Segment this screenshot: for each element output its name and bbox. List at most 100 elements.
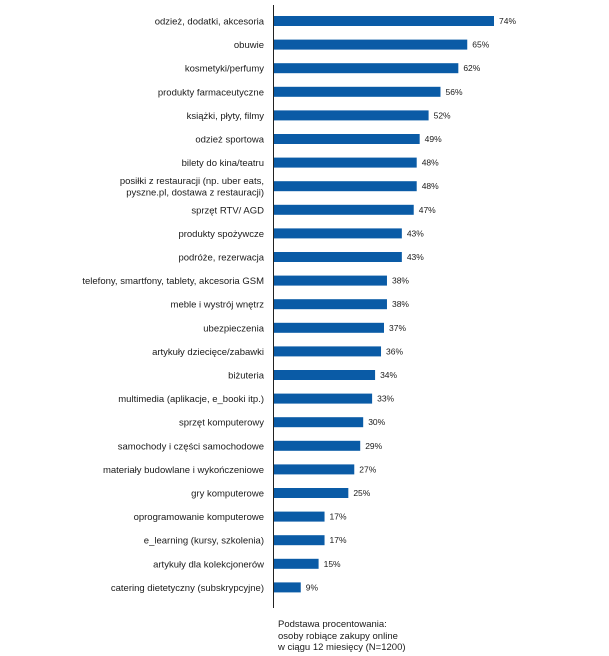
value-label-13: 37% <box>389 323 406 333</box>
category-label-16: multimedia (aplikacje, e_booki itp.) <box>118 394 264 405</box>
category-label-line: pyszne.pl, dostawa z restauracji) <box>126 187 264 198</box>
category-label-23: artykuły dla kolekcjonerów <box>153 559 264 570</box>
category-label-22: e_learning (kursy, szkolenia) <box>144 536 264 547</box>
category-label-24: catering dietetyczny (subskrypcyjne) <box>111 583 264 594</box>
bar-1 <box>274 39 468 50</box>
category-label-10: podróże, rezerwacja <box>178 253 264 264</box>
bar-7 <box>274 181 417 192</box>
bar-23 <box>274 558 319 569</box>
bar-4 <box>274 110 429 121</box>
value-label-7: 48% <box>422 181 439 191</box>
value-label-15: 34% <box>380 370 397 380</box>
value-label-19: 27% <box>359 464 376 474</box>
category-label-line: artykuły dla kolekcjonerów <box>153 559 264 570</box>
category-label-14: artykuły dziecięce/zabawki <box>152 347 264 358</box>
category-label-17: sprzęt komputerowy <box>179 418 264 429</box>
category-label-21: oprogramowanie komputerowe <box>134 512 264 523</box>
category-label-line: kosmetyki/perfumy <box>185 64 264 75</box>
category-label-line: materiały budowlane i wykończeniowe <box>103 465 264 476</box>
bar-16 <box>274 393 373 404</box>
category-label-8: sprzęt RTV/ AGD <box>191 205 264 216</box>
category-label-1: obuwie <box>234 40 264 51</box>
category-label-line: odzież sportowa <box>195 135 264 146</box>
category-label-line: obuwie <box>234 40 264 51</box>
bar-0 <box>274 16 494 26</box>
bar-2 <box>274 63 459 74</box>
value-label-18: 29% <box>365 441 382 451</box>
value-label-24: 9% <box>306 582 319 592</box>
category-label-15: biżuteria <box>228 371 265 382</box>
category-label-line: produkty farmaceutyczne <box>158 87 264 98</box>
value-label-17: 30% <box>368 417 385 427</box>
value-label-9: 43% <box>407 228 424 238</box>
category-label-line: produkty spożywcze <box>178 229 264 240</box>
value-label-21: 17% <box>330 512 347 522</box>
bar-5 <box>274 134 420 144</box>
category-label-line: gry komputerowe <box>191 489 264 500</box>
category-label-line: multimedia (aplikacje, e_booki itp.) <box>118 394 264 405</box>
bar-18 <box>274 440 361 451</box>
value-label-23: 15% <box>324 559 341 569</box>
category-label-12: meble i wystrój wnętrz <box>171 300 265 311</box>
bar-19 <box>274 464 355 475</box>
category-label-line: odzież, dodatki, akcesoria <box>155 17 265 28</box>
category-label-line: ubezpieczenia <box>203 323 264 334</box>
value-label-11: 38% <box>392 276 409 286</box>
category-label-6: bilety do kina/teatru <box>182 158 264 169</box>
bar-24 <box>274 582 301 593</box>
category-label-13: ubezpieczenia <box>203 323 264 334</box>
category-label-3: produkty farmaceutyczne <box>158 87 264 98</box>
category-label-line: posiłki z restauracji (np. uber eats, <box>120 176 264 187</box>
category-label-line: bilety do kina/teatru <box>182 158 264 169</box>
value-label-3: 56% <box>445 87 462 97</box>
bar-8 <box>274 204 414 215</box>
category-label-0: odzież, dodatki, akcesoria <box>155 17 265 28</box>
category-label-line: sprzęt RTV/ AGD <box>191 205 264 216</box>
bar-17 <box>274 417 364 428</box>
category-label-18: samochody i części samochodowe <box>118 441 264 452</box>
value-label-22: 17% <box>330 535 347 545</box>
value-label-8: 47% <box>419 205 436 215</box>
category-label-2: kosmetyki/perfumy <box>185 64 264 75</box>
category-label-7: posiłki z restauracji (np. uber eats, pys… <box>120 176 264 199</box>
value-label-2: 62% <box>463 63 480 73</box>
bar-13 <box>274 322 384 333</box>
category-label-line: oprogramowanie komputerowe <box>134 512 264 523</box>
value-label-4: 52% <box>434 110 451 120</box>
category-label-line: telefony, smartfony, tablety, akcesoria … <box>82 276 264 287</box>
category-label-line: samochody i części samochodowe <box>118 441 264 452</box>
bar-6 <box>274 157 417 168</box>
footnote-line-3: w ciągu 12 miesięcy (N=1200) <box>278 642 406 653</box>
bar-10 <box>274 252 402 262</box>
bar-15 <box>274 370 376 380</box>
value-label-10: 43% <box>407 252 424 262</box>
bar-20 <box>274 488 349 498</box>
bar-14 <box>274 346 382 357</box>
category-label-11: telefony, smartfony, tablety, akcesoria … <box>82 276 264 287</box>
category-label-19: materiały budowlane i wykończeniowe <box>103 465 264 476</box>
bars-group: 74% odzież, dodatki, akcesoria 65% obuwie 62… <box>82 16 516 594</box>
category-label-line: artykuły dziecięce/zabawki <box>152 347 264 358</box>
category-label-5: odzież sportowa <box>195 135 264 146</box>
category-label-20: gry komputerowe <box>191 489 264 500</box>
category-label-line: e_learning (kursy, szkolenia) <box>144 536 264 547</box>
category-label-line: biżuteria <box>228 371 265 382</box>
value-label-5: 49% <box>425 134 442 144</box>
category-label-line: sprzęt komputerowy <box>179 418 264 429</box>
value-label-20: 25% <box>353 488 370 498</box>
value-label-6: 48% <box>422 158 439 168</box>
value-label-0: 74% <box>499 16 516 26</box>
category-label-line: meble i wystrój wnętrz <box>171 300 265 311</box>
bar-12 <box>274 299 387 310</box>
value-label-1: 65% <box>472 40 489 50</box>
value-label-16: 33% <box>377 394 394 404</box>
bar-9 <box>274 228 402 239</box>
category-label-9: produkty spożywcze <box>178 229 264 240</box>
category-label-4: książki, płyty, filmy <box>187 111 265 122</box>
bar-21 <box>274 511 325 522</box>
value-label-12: 38% <box>392 299 409 309</box>
bar-11 <box>274 275 387 286</box>
category-label-line: książki, płyty, filmy <box>187 111 265 122</box>
category-label-line: catering dietetyczny (subskrypcyjne) <box>111 583 264 594</box>
